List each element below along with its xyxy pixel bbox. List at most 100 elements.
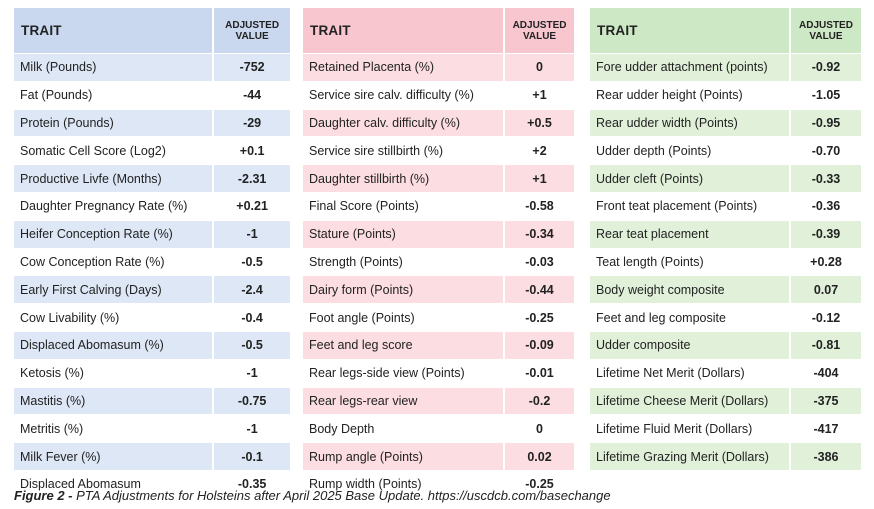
adjusted-value-cell: +0.28 [789, 247, 861, 276]
table-row: Lifetime Grazing Merit (Dollars) -386 [590, 442, 861, 470]
table-row: Udder composite -0.81 [590, 330, 861, 359]
adjusted-value-cell: +1 [503, 80, 574, 109]
adjusted-value-cell: 0.07 [789, 275, 861, 304]
trait-name-cell: Final Score (Points) [303, 191, 504, 220]
adjusted-value-column-header: ADJUSTED VALUE [212, 8, 290, 53]
trait-name-cell: Milk Fever (%) [14, 442, 213, 470]
table-row: Udder cleft (Points) -0.33 [590, 164, 861, 192]
table-row: Lifetime Net Merit (Dollars) -404 [590, 358, 861, 387]
table-row: Displaced Abomasum (%) -0.5 [14, 330, 290, 359]
adjusted-value-cell: -0.35 [212, 469, 290, 498]
table-row: Milk Fever (%) -0.1 [14, 442, 290, 470]
trait-column-header: TRAIT [303, 8, 504, 53]
table-row: Teat length (Points) +0.28 [590, 247, 861, 276]
trait-name-cell: Front teat placement (Points) [590, 191, 789, 220]
caption-label: Figure 2 - [14, 488, 73, 503]
adjusted-value-cell: -0.34 [503, 219, 574, 248]
table-row: Mastitis (%) -0.75 [14, 386, 290, 415]
adjusted-value-cell: -0.58 [503, 191, 574, 220]
caption-text: PTA Adjustments for Holsteins after Apri… [72, 488, 611, 503]
adjusted-value-cell: -0.01 [503, 358, 574, 387]
adjusted-value-cell: +1 [503, 164, 574, 192]
table-row: Retained Placenta (%) 0 [303, 53, 574, 81]
adjusted-value-cell: -386 [789, 442, 861, 470]
table-row: Rear udder width (Points) -0.95 [590, 108, 861, 137]
adjusted-value-cell: -0.75 [212, 386, 290, 415]
trait-name-cell: Metritis (%) [14, 414, 213, 443]
trait-name-cell: Dairy form (Points) [303, 275, 504, 304]
trait-column-header: TRAIT [14, 8, 213, 53]
table-row: Rear legs-rear view -0.2 [303, 386, 574, 415]
trait-name-cell: Service sire stillbirth (%) [303, 136, 504, 165]
adjusted-value-cell: -0.4 [212, 303, 290, 331]
empty-row [590, 469, 861, 498]
table-row: Final Score (Points) -0.58 [303, 191, 574, 220]
adjusted-value-cell: -1 [212, 414, 290, 443]
adjusted-value-cell: -1 [212, 358, 290, 387]
empty-cell [789, 469, 861, 498]
trait-name-cell: Fat (Pounds) [14, 80, 213, 109]
table-row: Early First Calving (Days) -2.4 [14, 275, 290, 304]
adjusted-value-cell: +0.1 [212, 136, 290, 165]
trait-name-cell: Lifetime Cheese Merit (Dollars) [590, 386, 789, 415]
table-row: Rump width (Points) -0.25 [303, 469, 574, 498]
trait-table-calving-type: TRAIT ADJUSTED VALUE Retained Placenta (%) 0… [303, 8, 574, 498]
adjusted-value-cell: -0.36 [789, 191, 861, 220]
empty-cell [590, 469, 789, 498]
trait-name-cell: Udder composite [590, 330, 789, 359]
trait-name-cell: Rear legs-side view (Points) [303, 358, 504, 387]
adjusted-value-cell: -0.09 [503, 330, 574, 359]
trait-name-cell: Strength (Points) [303, 247, 504, 276]
table-row: Lifetime Cheese Merit (Dollars) -375 [590, 386, 861, 415]
table-row: Milk (Pounds) -752 [14, 53, 290, 81]
table-row: Service sire stillbirth (%) +2 [303, 136, 574, 165]
adjusted-value-cell: 0 [503, 53, 574, 81]
trait-name-cell: Somatic Cell Score (Log2) [14, 136, 213, 165]
trait-name-cell: Rear legs-rear view [303, 386, 504, 415]
trait-name-cell: Body weight composite [590, 275, 789, 304]
table-row: Lifetime Fluid Merit (Dollars) -417 [590, 414, 861, 443]
adjusted-value-cell: -0.95 [789, 108, 861, 137]
table-header-row: TRAIT ADJUSTED VALUE [14, 8, 290, 53]
trait-name-cell: Daughter Pregnancy Rate (%) [14, 191, 213, 220]
header-value-text: VALUE [809, 30, 843, 42]
table-row: Productive Livfe (Months) -2.31 [14, 164, 290, 192]
adjusted-value-cell: +0.21 [212, 191, 290, 220]
table-row: Rear teat placement -0.39 [590, 219, 861, 248]
table-row: Ketosis (%) -1 [14, 358, 290, 387]
table-header-row: TRAIT ADJUSTED VALUE [303, 8, 574, 53]
adjusted-value-cell: -752 [212, 53, 290, 81]
trait-name-cell: Rump angle (Points) [303, 442, 504, 470]
trait-name-cell: Udder cleft (Points) [590, 164, 789, 192]
trait-name-cell: Displaced Abomasum [14, 469, 213, 498]
table-row: Rear legs-side view (Points) -0.01 [303, 358, 574, 387]
trait-name-cell: Mastitis (%) [14, 386, 213, 415]
adjusted-value-cell: -29 [212, 108, 290, 137]
table-row: Cow Livability (%) -0.4 [14, 303, 290, 331]
trait-name-cell: Feet and leg score [303, 330, 504, 359]
adjusted-value-cell: 0.02 [503, 442, 574, 470]
trait-name-cell: Productive Livfe (Months) [14, 164, 213, 192]
trait-name-cell: Lifetime Net Merit (Dollars) [590, 358, 789, 387]
table-row: Front teat placement (Points) -0.36 [590, 191, 861, 220]
adjusted-value-cell: -0.81 [789, 330, 861, 359]
trait-name-cell: Retained Placenta (%) [303, 53, 504, 81]
table-row: Strength (Points) -0.03 [303, 247, 574, 276]
adjusted-value-cell: -0.5 [212, 247, 290, 276]
figure-caption: Figure 2 - PTA Adjustments for Holsteins… [14, 488, 611, 503]
adjusted-value-cell: -0.39 [789, 219, 861, 248]
trait-name-cell: Foot angle (Points) [303, 303, 504, 331]
trait-name-cell: Ketosis (%) [14, 358, 213, 387]
table-row: Fore udder attachment (points) -0.92 [590, 53, 861, 81]
trait-name-cell: Body Depth [303, 414, 504, 443]
adjusted-value-cell: +0.5 [503, 108, 574, 137]
header-value-text: VALUE [235, 30, 269, 42]
trait-name-cell: Rear teat placement [590, 219, 789, 248]
trait-name-cell: Fore udder attachment (points) [590, 53, 789, 81]
trait-name-cell: Rear udder width (Points) [590, 108, 789, 137]
table-row: Body Depth 0 [303, 414, 574, 443]
adjusted-value-column-header: ADJUSTED VALUE [503, 8, 574, 53]
trait-name-cell: Displaced Abomasum (%) [14, 330, 213, 359]
table-row: Service sire calv. difficulty (%) +1 [303, 80, 574, 109]
trait-table-udder-merit: TRAIT ADJUSTED VALUE Fore udder attachment … [590, 8, 861, 498]
